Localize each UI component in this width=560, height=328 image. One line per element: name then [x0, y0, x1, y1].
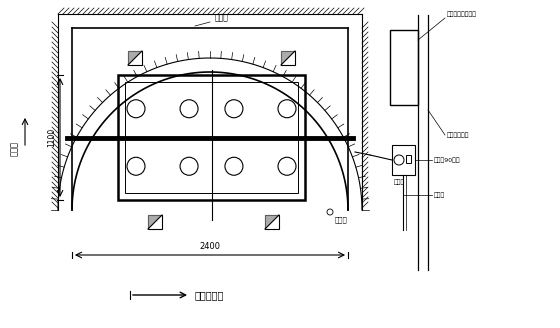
Text: 砂、石、水洗料场: 砂、石、水洗料场 [447, 11, 477, 17]
Text: 砼管道: 砼管道 [434, 192, 445, 198]
Bar [390, 30, 418, 105]
Bar [265, 215, 279, 229]
Bar [406, 155, 411, 163]
Bar [281, 51, 295, 65]
Text: 恩施（南）: 恩施（南） [195, 290, 225, 300]
Bar [148, 215, 162, 229]
Bar [128, 51, 142, 65]
Text: 砼泵（90束）: 砼泵（90束） [434, 157, 461, 163]
Text: 1100: 1100 [47, 128, 56, 147]
Text: 积水坑: 积水坑 [335, 217, 348, 223]
Bar [392, 145, 415, 175]
Polygon shape [148, 215, 162, 229]
Bar [118, 75, 305, 200]
Bar [125, 82, 298, 193]
Text: 挡钢板: 挡钢板 [215, 13, 229, 23]
Text: 井合号: 井合号 [394, 179, 405, 185]
Polygon shape [265, 215, 279, 229]
Text: 南泵送场使道: 南泵送场使道 [447, 132, 469, 138]
Text: 2400: 2400 [199, 242, 221, 251]
Polygon shape [281, 51, 295, 65]
Text: 水流向: 水流向 [10, 140, 18, 155]
Polygon shape [128, 51, 142, 65]
